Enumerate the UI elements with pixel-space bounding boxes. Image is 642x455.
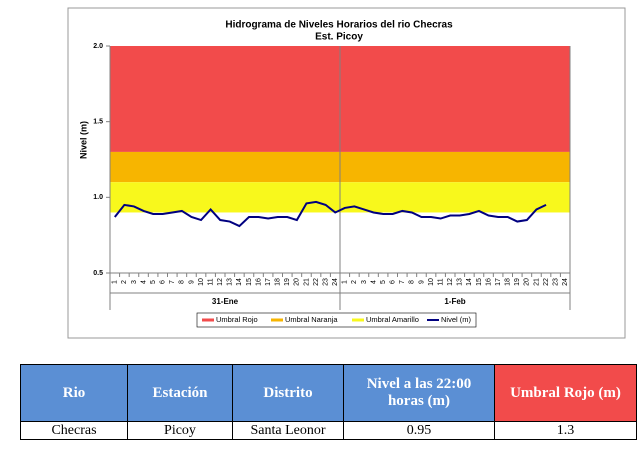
x-tick-label: 5: [380, 280, 387, 284]
level-line: [114, 200, 547, 228]
x-tick-label: 2: [121, 280, 128, 284]
x-tick-label: 9: [188, 280, 195, 284]
y-axis-label: Nivel (m): [78, 121, 88, 159]
header-row: Rio Estación Distrito Nivel a las 22:00 …: [20, 364, 637, 422]
x-tick-label: 4: [370, 280, 377, 284]
x-tick-label: 20: [294, 278, 301, 286]
x-tick-label: 24: [562, 278, 569, 286]
x-tick-label: 7: [399, 280, 406, 284]
legend-box: [196, 312, 477, 328]
cell: Checras: [20, 421, 128, 440]
x-tick-label: 9: [418, 280, 425, 284]
x-tick-label: 20: [524, 278, 531, 286]
cell: 0.95: [343, 421, 495, 440]
x-tick-label: 15: [476, 278, 483, 286]
chart-subtitle: Est. Picoy: [315, 32, 363, 43]
x-tick-label: 17: [495, 278, 502, 286]
x-tick-label: 22: [543, 278, 550, 286]
cell: Picoy: [127, 421, 233, 440]
x-group-label: 31-Ene: [212, 297, 239, 306]
x-tick-label: 10: [428, 278, 435, 286]
header-cell: Umbral Rojo (m): [494, 364, 637, 422]
x-tick-label: 3: [131, 280, 138, 284]
x-tick-label: 16: [255, 278, 262, 286]
y-tick-label: 2.0: [93, 43, 103, 50]
x-tick-label: 23: [552, 278, 559, 286]
header-cell: Rio: [20, 364, 128, 422]
x-tick-label: 10: [198, 278, 205, 286]
header-cell: Nivel a las 22:00 horas (m): [343, 364, 495, 422]
legend-label: Nivel (m): [441, 315, 471, 324]
cell: Santa Leonor: [232, 421, 344, 440]
legend-label: Umbral Rojo: [216, 315, 258, 324]
x-tick-label: 8: [179, 280, 186, 284]
legend-label: Umbral Naranja: [285, 315, 338, 324]
x-tick-label: 19: [284, 278, 291, 286]
cell: 1.3: [494, 421, 637, 440]
x-tick-label: 4: [140, 280, 147, 284]
chart: Hidrograma de Niveles Horarios del rio C…: [67, 7, 626, 339]
x-tick-label: 21: [303, 278, 310, 286]
data-row: Checras Picoy Santa Leonor 0.95 1.3: [20, 421, 637, 440]
x-tick-label: 12: [447, 278, 454, 286]
x-tick-label: 24: [332, 278, 339, 286]
x-tick-label: 12: [217, 278, 224, 286]
x-tick-label: 14: [236, 278, 243, 286]
x-group-label: 1-Feb: [444, 297, 465, 306]
x-tick-label: 1: [112, 280, 119, 284]
chart-title: Hidrograma de Niveles Horarios del rio C…: [225, 20, 453, 31]
x-tick-label: 13: [457, 278, 464, 286]
x-tick-label: 23: [322, 278, 329, 286]
x-tick-label: 16: [485, 278, 492, 286]
y-tick-label: 1.5: [93, 119, 103, 126]
y-tick-label: 0.5: [93, 270, 103, 277]
x-tick-label: 18: [275, 278, 282, 286]
x-tick-label: 21: [533, 278, 540, 286]
x-tick-label: 22: [313, 278, 320, 286]
x-tick-label: 18: [505, 278, 512, 286]
x-tick-label: 11: [207, 278, 214, 285]
x-tick-label: 6: [160, 280, 167, 284]
x-tick-label: 13: [227, 278, 234, 286]
x-tick-label: 3: [361, 280, 368, 284]
header-cell: Estación: [127, 364, 233, 422]
summary-table: Rio Estación Distrito Nivel a las 22:00 …: [20, 364, 637, 440]
header-cell: Distrito: [232, 364, 344, 422]
x-tick-label: 2: [351, 280, 358, 284]
x-tick-label: 19: [514, 278, 521, 286]
x-tick-label: 1: [342, 280, 349, 284]
x-tick-label: 8: [409, 280, 416, 284]
y-tick-label: 1.0: [93, 194, 103, 201]
legend-label: Umbral Amarillo: [366, 315, 419, 324]
x-tick-label: 11: [437, 278, 444, 285]
x-tick-label: 6: [390, 280, 397, 284]
x-tick-label: 17: [265, 278, 272, 286]
x-tick-label: 14: [466, 278, 473, 286]
x-tick-label: 15: [246, 278, 253, 286]
x-tick-label: 7: [169, 280, 176, 284]
x-tick-label: 5: [150, 280, 157, 284]
